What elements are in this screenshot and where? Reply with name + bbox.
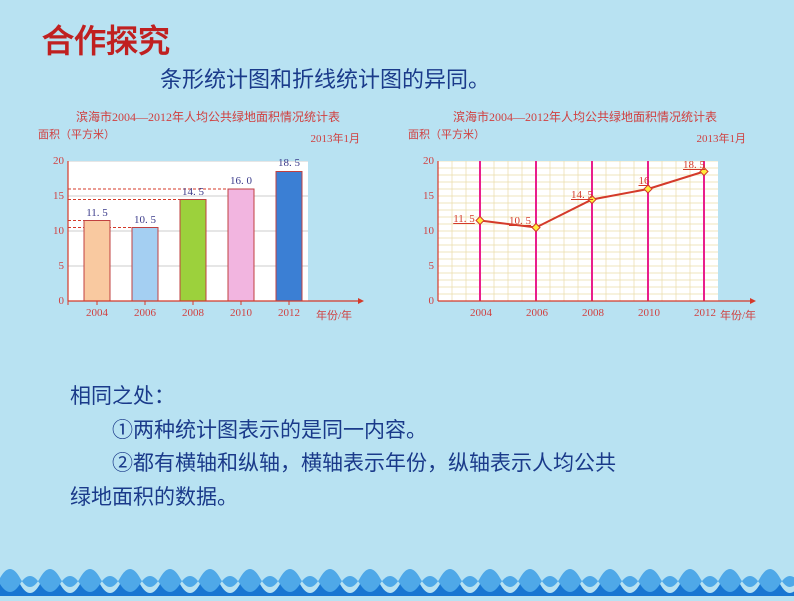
- bar-val-1: 10. 5: [128, 214, 162, 226]
- page-subtitle: 条形统计图和折线统计图的异同。: [160, 62, 490, 94]
- bar-chart: 滨海市2004—2012年人均公共绿地面积情况统计表 面积（平方米） 2013年…: [38, 108, 388, 297]
- bar-val-0: 11. 5: [80, 207, 114, 219]
- bar-ytick-15: 15: [46, 190, 64, 202]
- line-val-0: 11. 5: [448, 213, 480, 225]
- line-cat-0: 2004: [464, 307, 498, 319]
- footer-waves: [0, 554, 794, 596]
- line-ytick-15: 15: [416, 190, 434, 202]
- bar-ytick-5: 5: [52, 260, 64, 272]
- bar-y-label: 面积（平方米）: [38, 126, 115, 142]
- line-axis-area: 20 15 10 5 0 11. 5 10. 5 14. 5 16 18. 5 …: [408, 161, 768, 331]
- line-cat-1: 2006: [520, 307, 554, 319]
- body-line-2: ①两种统计图表示的是同一内容。: [70, 414, 750, 448]
- body-line-3: ②都有横轴和纵轴，横轴表示年份，纵轴表示人均公共: [70, 447, 750, 481]
- footer-wave-svg: [0, 554, 794, 596]
- bar-axis-area: 20 15 10 5 0 11. 5 10. 5 14. 5 16. 0 18.…: [38, 161, 388, 331]
- bar-chart-title: 滨海市2004—2012年人均公共绿地面积情况统计表: [58, 108, 358, 125]
- bar-chart-svg: [38, 161, 388, 331]
- bar-cat-2: 2008: [176, 307, 210, 319]
- line-val-2: 14. 5: [566, 189, 598, 201]
- bar-cat-3: 2010: [224, 307, 258, 319]
- bar-ytick-20: 20: [46, 155, 64, 167]
- bar-ytick-10: 10: [46, 225, 64, 237]
- line-val-1: 10. 5: [504, 215, 536, 227]
- line-ytick-10: 10: [416, 225, 434, 237]
- line-chart-svg: [408, 161, 768, 331]
- heading-text: 合作探究: [42, 23, 170, 59]
- line-ytick-0: 0: [422, 295, 434, 307]
- body-line-1: 相同之处：: [70, 380, 750, 414]
- line-val-4: 18. 5: [678, 159, 710, 171]
- line-y-label: 面积（平方米）: [408, 126, 485, 142]
- line-ytick-20: 20: [416, 155, 434, 167]
- page-heading: 合作探究: [42, 16, 170, 62]
- bar-cat-1: 2006: [128, 307, 162, 319]
- bar-cat-0: 2004: [80, 307, 114, 319]
- bar-date-label: 2013年1月: [311, 130, 361, 146]
- bar-x-label: 年份/年: [316, 307, 352, 323]
- bar-val-4: 18. 5: [272, 157, 306, 169]
- line-cat-3: 2010: [632, 307, 666, 319]
- body-line-4: 绿地面积的数据。: [70, 481, 750, 515]
- line-cat-4: 2012: [688, 307, 722, 319]
- line-chart-title: 滨海市2004—2012年人均公共绿地面积情况统计表: [430, 108, 740, 125]
- line-val-3: 16: [632, 175, 656, 187]
- line-cat-2: 2008: [576, 307, 610, 319]
- body-text: 相同之处： ①两种统计图表示的是同一内容。 ②都有横轴和纵轴，横轴表示年份，纵轴…: [70, 380, 750, 514]
- line-ytick-5: 5: [422, 260, 434, 272]
- bar-cat-4: 2012: [272, 307, 306, 319]
- line-date-label: 2013年1月: [697, 130, 747, 146]
- bar-ytick-0: 0: [52, 295, 64, 307]
- line-chart: 滨海市2004—2012年人均公共绿地面积情况统计表 面积（平方米） 2013年…: [408, 108, 768, 297]
- bar-val-3: 16. 0: [224, 175, 258, 187]
- line-x-label: 年份/年: [720, 307, 756, 323]
- bar-val-2: 14. 5: [176, 186, 210, 198]
